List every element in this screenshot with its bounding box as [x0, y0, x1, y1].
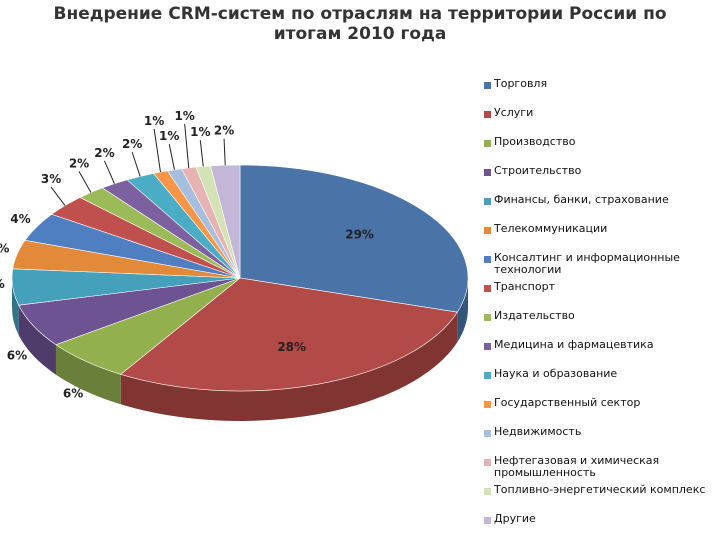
pie-leader-line-10	[131, 151, 141, 177]
pie-leader-line-7	[50, 186, 66, 206]
legend-label: Транспорт	[494, 280, 555, 293]
legend-item: Топливно-энергетический комплекс	[484, 484, 716, 513]
pie-side-2	[55, 344, 121, 405]
legend-item: Транспорт	[484, 281, 716, 310]
legend-swatch	[484, 140, 491, 147]
pie-sides	[12, 278, 468, 421]
legend-swatch	[484, 372, 491, 379]
pie-label-10: 2%	[122, 137, 142, 151]
pie-slice-1	[120, 277, 458, 392]
legend-label: Государственный сектор	[494, 396, 641, 409]
pie-slice-0	[239, 164, 469, 313]
pie-label-6: 4%	[10, 212, 30, 226]
legend-label: Издательство	[494, 309, 575, 322]
legend-item: Торговля	[484, 78, 716, 107]
legend-label: Другие	[494, 512, 536, 525]
pie-label-11: 1%	[144, 114, 164, 128]
pie-leader-line-8	[78, 171, 92, 193]
legend-item: Строительство	[484, 165, 716, 194]
pie-label-12: 1%	[159, 129, 179, 143]
legend-item: Медицина и фармацевтика	[484, 339, 716, 368]
pie-label-14: 1%	[190, 125, 210, 139]
pie-label-8: 2%	[69, 156, 89, 170]
pie-label-0: 29%	[345, 228, 374, 242]
legend-swatch	[484, 82, 491, 89]
legend-swatch	[484, 314, 491, 321]
legend-swatch	[484, 401, 491, 408]
legend-label: Строительство	[494, 164, 582, 177]
legend-label: Торговля	[494, 77, 548, 90]
legend-label: Топливно-энергетический комплекс	[494, 483, 706, 496]
legend-item: Нефтегазовая и химическая промышленность	[484, 455, 716, 484]
legend-label: Производство	[494, 135, 576, 148]
legend-swatch	[484, 198, 491, 205]
legend-label: Наука и образование	[494, 367, 618, 380]
pie-leader-line-13	[184, 123, 190, 168]
pie-side-0	[457, 278, 468, 343]
pie-top	[11, 164, 469, 392]
legend-label: Медицина и фармацевтика	[494, 338, 654, 351]
legend-swatch	[484, 488, 491, 495]
legend-swatch	[484, 256, 491, 263]
legend-item: Государственный сектор	[484, 397, 716, 426]
pie-side-1	[120, 312, 458, 421]
legend-swatch	[484, 285, 491, 292]
legend-item: Телекоммуникации	[484, 223, 716, 252]
legend-swatch	[484, 459, 491, 466]
pie-label-1: 28%	[277, 340, 306, 354]
legend-label: Консалтинг и информационные технологии	[494, 251, 680, 276]
legend-swatch	[484, 169, 491, 176]
legend-swatch	[484, 227, 491, 234]
pie-label-9: 2%	[94, 146, 114, 160]
legend-swatch	[484, 430, 491, 437]
legend-item: Консалтинг и информационные технологии	[484, 252, 716, 281]
legend-item: Наука и образование	[484, 368, 716, 397]
pie-label-7: 3%	[41, 172, 61, 186]
chart-title: Внедрение CRM-систем по отраслям на терр…	[53, 4, 667, 44]
legend-label: Телекоммуникации	[494, 222, 608, 235]
pie-leader-line-15	[223, 138, 226, 166]
pie-leader-line-11	[153, 128, 161, 173]
legend-item: Недвижимость	[484, 426, 716, 455]
legend-label: Финансы, банки, страхование	[494, 193, 669, 206]
legend-swatch	[484, 111, 491, 118]
legend-item: Другие	[484, 513, 716, 542]
legend-item: Издательство	[484, 310, 716, 339]
pie-label-3: 6%	[7, 349, 27, 363]
pie-label-5: 4%	[0, 241, 9, 255]
pie-leader-line-14	[199, 140, 204, 167]
pie-labels: 29%28%6%6%5%4%4%3%2%2%2%1%1%1%1%2%	[0, 109, 374, 401]
legend: Торговля Услуги Производство Строительство Ф…	[484, 78, 716, 542]
pie-label-2: 6%	[63, 387, 83, 401]
legend-item: Финансы, банки, страхование	[484, 194, 716, 223]
pie-leader-line-9	[103, 160, 115, 184]
legend-label: Недвижимость	[494, 425, 582, 438]
pie-leader-line-12	[168, 144, 175, 170]
pie-label-13: 1%	[174, 109, 194, 123]
pie-label-15: 2%	[214, 124, 234, 138]
legend-label: Нефтегазовая и химическая промышленность	[494, 454, 660, 479]
legend-swatch	[484, 343, 491, 350]
legend-label: Услуги	[494, 106, 534, 119]
pie-label-4: 5%	[0, 277, 5, 291]
pie-side-3	[18, 305, 56, 375]
legend-swatch	[484, 517, 491, 524]
pie-slice-15	[210, 164, 241, 279]
legend-item: Услуги	[484, 107, 716, 136]
legend-item: Производство	[484, 136, 716, 165]
